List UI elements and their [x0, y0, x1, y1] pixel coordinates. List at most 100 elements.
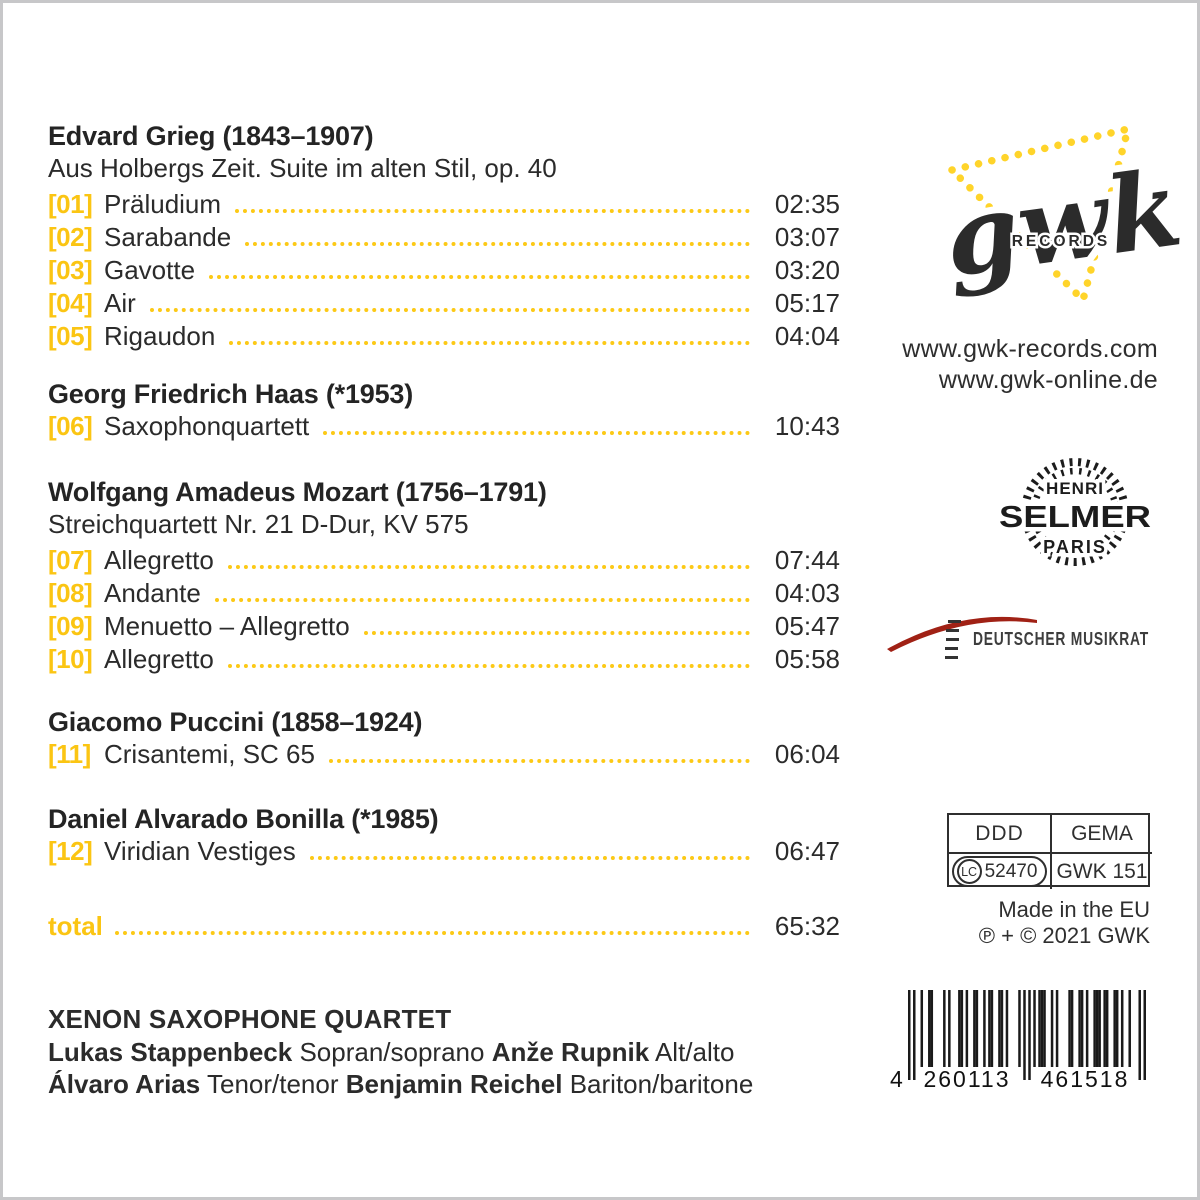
track-title: Sarabande — [104, 222, 232, 252]
track-time: 05:17 — [774, 288, 840, 318]
track-row: [10] Allegretto 05:58 — [48, 643, 840, 676]
selmer-name-text: SELMER — [999, 499, 1151, 534]
composer-heading: Wolfgang Amadeus Mozart (1756–1791) — [48, 477, 547, 507]
barcode-bars — [908, 990, 1146, 1080]
section-haas: Georg Friedrich Haas (*1953) [06] Saxopho… — [48, 378, 840, 443]
track-time: 04:03 — [774, 578, 840, 608]
deutscher-musikrat-logo: DEUTSCHER MUSIKRAT — [887, 616, 1149, 659]
dotted-leader — [309, 856, 750, 860]
composer-heading: Edvard Grieg (1843–1907) — [48, 121, 374, 151]
composer-heading: Daniel Alvarado Bonilla (*1985) — [48, 804, 439, 834]
selmer-paris-text: PARIS — [1043, 537, 1107, 557]
composer-heading: Giacomo Puccini (1858–1924) — [48, 707, 423, 737]
musikrat-red-swoosh — [887, 616, 1037, 652]
copyright-text: ℗ + © 2021 GWK — [978, 923, 1150, 948]
track-time: 03:07 — [774, 222, 840, 252]
member-name: Álvaro Arias — [48, 1069, 201, 1099]
track-title: Crisantemi, SC 65 — [104, 739, 315, 769]
label-code-badge: LC 52470 — [951, 856, 1048, 887]
track-title: Allegretto — [104, 545, 214, 575]
musikrat-text: DEUTSCHER MUSIKRAT — [973, 629, 1149, 649]
track-row: [11] Crisantemi, SC 65 06:04 — [48, 738, 840, 771]
dotted-leader — [363, 631, 750, 635]
musikrat-staff-lines — [945, 620, 961, 659]
website-gwk-online: www.gwk-online.de — [938, 366, 1158, 394]
track-row: [03] Gavotte 03:20 — [48, 254, 840, 287]
track-row: [01] Präludium 02:35 — [48, 188, 840, 221]
label-code-cell: LC 52470 — [949, 852, 1050, 889]
dotted-leader — [114, 931, 750, 935]
ensemble-name: XENON SAXOPHONE QUARTET — [48, 1004, 452, 1034]
composer-heading: Georg Friedrich Haas (*1953) — [48, 379, 414, 409]
section-mozart: Wolfgang Amadeus Mozart (1756–1791) Stre… — [48, 476, 840, 676]
track-number: [10] — [48, 644, 93, 674]
track-number: [05] — [48, 321, 93, 351]
credits-line-2: Álvaro Arias Tenor/tenor Benjamin Reiche… — [48, 1068, 753, 1101]
dotted-leader — [328, 759, 750, 763]
track-row: [04] Air 05:17 — [48, 287, 840, 320]
dotted-leader — [209, 275, 750, 279]
gwk-records-text: RECORDS — [1012, 233, 1111, 250]
section-grieg: Edvard Grieg (1843–1907) Aus Holbergs Ze… — [48, 120, 840, 353]
work-title: Aus Holbergs Zeit. Suite im alten Stil, … — [48, 153, 557, 183]
total-row: total 65:32 — [48, 910, 840, 943]
catalog-number-cell: GWK 151 — [1050, 852, 1152, 889]
member-role: Sopran/soprano — [299, 1036, 485, 1067]
track-number: [06] — [48, 411, 93, 441]
lc-number: 52470 — [984, 860, 1038, 882]
track-time: 04:04 — [774, 321, 840, 351]
section-puccini: Giacomo Puccini (1858–1924) [11] Crisante… — [48, 706, 840, 771]
track-title: Saxophonquartett — [104, 411, 310, 441]
dotted-leader — [214, 598, 750, 602]
total-time: 65:32 — [774, 911, 840, 941]
dotted-leader — [227, 664, 750, 668]
member-role: Tenor/tenor — [206, 1069, 339, 1099]
member-name: Benjamin Reichel — [345, 1069, 563, 1099]
track-row: [09] Menuetto – Allegretto 05:47 — [48, 610, 840, 643]
dotted-leader — [245, 242, 750, 246]
track-number: [02] — [48, 222, 93, 252]
track-time: 06:47 — [774, 836, 840, 866]
track-number: [08] — [48, 578, 93, 608]
dotted-leader — [149, 308, 750, 312]
track-time: 10:43 — [774, 411, 840, 441]
selmer-wreath-outer — [1021, 458, 1129, 566]
dotted-leader — [229, 341, 750, 345]
selmer-logo: HENRI SELMER PARIS — [995, 458, 1155, 566]
label-websites: www.gwk-records.com www.gwk-online.de — [902, 334, 1158, 396]
total-label: total — [48, 911, 103, 941]
track-number: [12] — [48, 836, 93, 866]
member-name: Anže Rupnik — [491, 1036, 650, 1067]
track-number: [01] — [48, 189, 93, 219]
made-in-text: Made in the EU — [998, 897, 1150, 922]
section-bonilla: Daniel Alvarado Bonilla (*1985) [12] Viri… — [48, 803, 840, 868]
track-row: [12] Viridian Vestiges 06:47 — [48, 835, 840, 868]
track-title: Air — [104, 288, 136, 318]
track-title: Rigaudon — [104, 321, 216, 351]
track-title: Menuetto – Allegretto — [104, 611, 350, 641]
format-cell: DDD — [975, 821, 1024, 845]
work-title: Streichquartett Nr. 21 D-Dur, KV 575 — [48, 509, 469, 539]
barcode-digit-left: 4 — [890, 1066, 905, 1092]
dotted-leader — [323, 431, 750, 435]
dotted-leader — [227, 565, 750, 569]
track-title: Präludium — [104, 189, 222, 219]
manufacturing-info: Made in the EU ℗ + © 2021 GWK — [979, 897, 1150, 949]
track-title: Viridian Vestiges — [104, 836, 296, 866]
barcode-digits-right: 461518 — [1040, 1066, 1130, 1092]
tracklist: Edvard Grieg (1843–1907) Aus Holbergs Ze… — [48, 120, 840, 943]
member-role: Bariton/baritone — [569, 1069, 754, 1099]
gema-cell: GEMA — [1050, 815, 1152, 852]
track-title: Gavotte — [104, 255, 196, 285]
track-time: 03:20 — [774, 255, 840, 285]
track-number: [11] — [48, 739, 91, 769]
credits-line-1: Lukas Stappenbeck Sopran/soprano Anže Ru… — [48, 1036, 753, 1069]
track-time: 05:47 — [774, 611, 840, 641]
track-row: [06] Saxophonquartett 10:43 — [48, 410, 840, 443]
track-row: [05] Rigaudon 04:04 — [48, 320, 840, 353]
track-number: [04] — [48, 288, 93, 318]
member-role: Alt/alto — [654, 1036, 735, 1067]
member-name: Lukas Stappenbeck — [48, 1036, 293, 1067]
track-time: 05:58 — [774, 644, 840, 674]
